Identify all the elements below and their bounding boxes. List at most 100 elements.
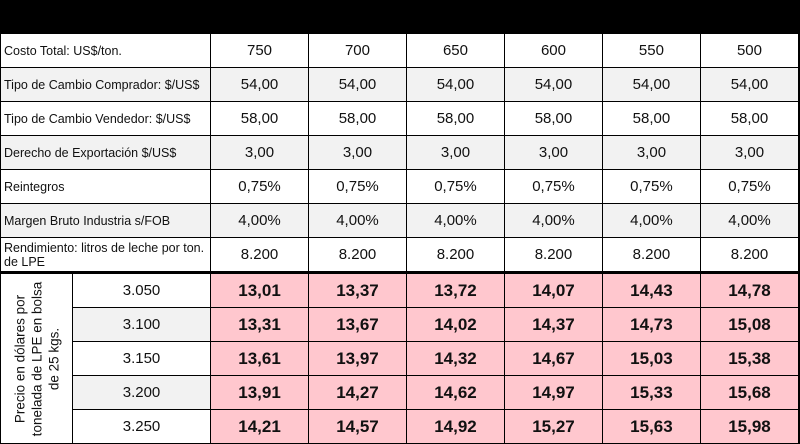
simulation-table: Costo Total: US$/ton. 750 700 650 600 550 500 … bbox=[0, 33, 800, 444]
param-row: Derecho de Exportación $/US$ 3,00 3,00 3,00… bbox=[0, 135, 800, 170]
param-value: 8.200 bbox=[699, 237, 800, 273]
param-value: 58,00 bbox=[405, 101, 505, 136]
result-cell: 15,33 bbox=[601, 375, 701, 410]
result-cell: 15,27 bbox=[503, 409, 603, 444]
param-value: 4,00% bbox=[210, 203, 309, 238]
param-label: Tipo de Cambio Vendedor: $/US$ bbox=[0, 101, 212, 136]
param-row: Costo Total: US$/ton. 750 700 650 600 550 500 bbox=[0, 33, 800, 68]
result-cell: 14,67 bbox=[503, 341, 603, 376]
price-row: 3.150 13,61 13,97 14,32 14,67 15,03 15,38 bbox=[1, 341, 800, 376]
result-cell: 14,73 bbox=[601, 307, 701, 342]
param-label: Rendimiento: litros de leche por ton. de… bbox=[0, 237, 212, 273]
param-value: 0,75% bbox=[503, 169, 603, 204]
price-axis-label: Precio en dólares por tonelada de LPE en… bbox=[0, 271, 73, 444]
param-row: Tipo de Cambio Comprador: $/US$ 54,00 54,0… bbox=[0, 67, 800, 102]
price-row: 3.100 13,31 13,67 14,02 14,37 14,73 15,08 bbox=[1, 307, 800, 342]
price-row: 3.250 14,21 14,57 14,92 15,27 15,63 15,98 bbox=[1, 409, 800, 444]
param-value: 58,00 bbox=[601, 101, 701, 136]
param-row: Rendimiento: litros de leche por ton. de… bbox=[0, 237, 800, 273]
price-value: 3.100 bbox=[71, 307, 212, 342]
param-value: 4,00% bbox=[503, 203, 603, 238]
result-cell: 13,37 bbox=[308, 271, 407, 308]
param-label: Costo Total: US$/ton. bbox=[0, 33, 212, 68]
param-value: 3,00 bbox=[308, 135, 407, 170]
result-cell: 14,78 bbox=[699, 271, 800, 308]
result-cell: 15,63 bbox=[601, 409, 701, 444]
result-cell: 13,97 bbox=[308, 341, 407, 376]
result-cell: 15,38 bbox=[699, 341, 800, 376]
result-cell: 14,21 bbox=[210, 409, 309, 444]
price-value: 3.050 bbox=[71, 271, 212, 308]
result-cell: 13,31 bbox=[210, 307, 309, 342]
param-label: Reintegros bbox=[0, 169, 212, 204]
param-value: 500 bbox=[699, 33, 800, 68]
param-value: 58,00 bbox=[503, 101, 603, 136]
result-cell: 14,37 bbox=[503, 307, 603, 342]
price-axis-label-text: Precio en dólares por tonelada de LPE en… bbox=[12, 281, 61, 436]
param-value: 58,00 bbox=[699, 101, 800, 136]
param-value: 4,00% bbox=[601, 203, 701, 238]
result-cell: 14,02 bbox=[405, 307, 505, 342]
param-value: 58,00 bbox=[308, 101, 407, 136]
param-value: 0,75% bbox=[308, 169, 407, 204]
param-value: 8.200 bbox=[503, 237, 603, 273]
param-value: 54,00 bbox=[601, 67, 701, 102]
param-row: Margen Bruto Industria s/FOB 4,00% 4,00% 4,… bbox=[0, 203, 800, 238]
param-value: 58,00 bbox=[210, 101, 309, 136]
param-value: 54,00 bbox=[503, 67, 603, 102]
result-cell: 15,68 bbox=[699, 375, 800, 410]
param-value: 4,00% bbox=[308, 203, 407, 238]
price-value: 3.250 bbox=[71, 409, 212, 444]
param-value: 8.200 bbox=[308, 237, 407, 273]
param-label: Margen Bruto Industria s/FOB bbox=[0, 203, 212, 238]
param-value: 8.200 bbox=[210, 237, 309, 273]
param-value: 550 bbox=[601, 33, 701, 68]
result-cell: 13,01 bbox=[210, 271, 309, 308]
param-value: 54,00 bbox=[210, 67, 309, 102]
result-cell: 14,57 bbox=[308, 409, 407, 444]
result-cell: 14,07 bbox=[503, 271, 603, 308]
result-cell: 15,08 bbox=[699, 307, 800, 342]
price-value: 3.200 bbox=[71, 375, 212, 410]
param-value: 3,00 bbox=[699, 135, 800, 170]
param-value: 600 bbox=[503, 33, 603, 68]
price-value: 3.150 bbox=[71, 341, 212, 376]
result-cell: 14,62 bbox=[405, 375, 505, 410]
param-value: 54,00 bbox=[699, 67, 800, 102]
param-value: 54,00 bbox=[308, 67, 407, 102]
price-row: Precio en dólares por tonelada de LPE en… bbox=[0, 271, 800, 444]
result-cell: 14,43 bbox=[601, 271, 701, 308]
result-cell: 14,92 bbox=[405, 409, 505, 444]
param-row: Tipo de Cambio Vendedor: $/US$ 58,00 58,00… bbox=[0, 101, 800, 136]
param-row: Reintegros 0,75% 0,75% 0,75% 0,75% 0,75% 0,75% bbox=[0, 169, 800, 204]
title-bar bbox=[0, 0, 800, 33]
param-value: 8.200 bbox=[405, 237, 505, 273]
param-value: 4,00% bbox=[405, 203, 505, 238]
result-cell: 13,61 bbox=[210, 341, 309, 376]
result-cell: 13,91 bbox=[210, 375, 309, 410]
param-value: 750 bbox=[210, 33, 309, 68]
result-cell: 14,97 bbox=[503, 375, 603, 410]
result-cell: 14,32 bbox=[405, 341, 505, 376]
param-value: 3,00 bbox=[210, 135, 309, 170]
result-cell: 13,67 bbox=[308, 307, 407, 342]
result-cell: 14,27 bbox=[308, 375, 407, 410]
price-row: 3.200 13,91 14,27 14,62 14,97 15,33 15,68 bbox=[1, 375, 800, 410]
param-value: 650 bbox=[405, 33, 505, 68]
param-value: 700 bbox=[308, 33, 407, 68]
param-value: 3,00 bbox=[405, 135, 505, 170]
result-cell: 13,72 bbox=[405, 271, 505, 308]
param-value: 0,75% bbox=[601, 169, 701, 204]
param-value: 54,00 bbox=[405, 67, 505, 102]
param-value: 8.200 bbox=[601, 237, 701, 273]
param-value: 0,75% bbox=[210, 169, 309, 204]
param-value: 3,00 bbox=[601, 135, 701, 170]
result-cell: 15,98 bbox=[699, 409, 800, 444]
param-value: 0,75% bbox=[699, 169, 800, 204]
param-label: Tipo de Cambio Comprador: $/US$ bbox=[0, 67, 212, 102]
param-value: 0,75% bbox=[405, 169, 505, 204]
param-value: 4,00% bbox=[699, 203, 800, 238]
param-label: Derecho de Exportación $/US$ bbox=[0, 135, 212, 170]
param-value: 3,00 bbox=[503, 135, 603, 170]
result-cell: 15,03 bbox=[601, 341, 701, 376]
